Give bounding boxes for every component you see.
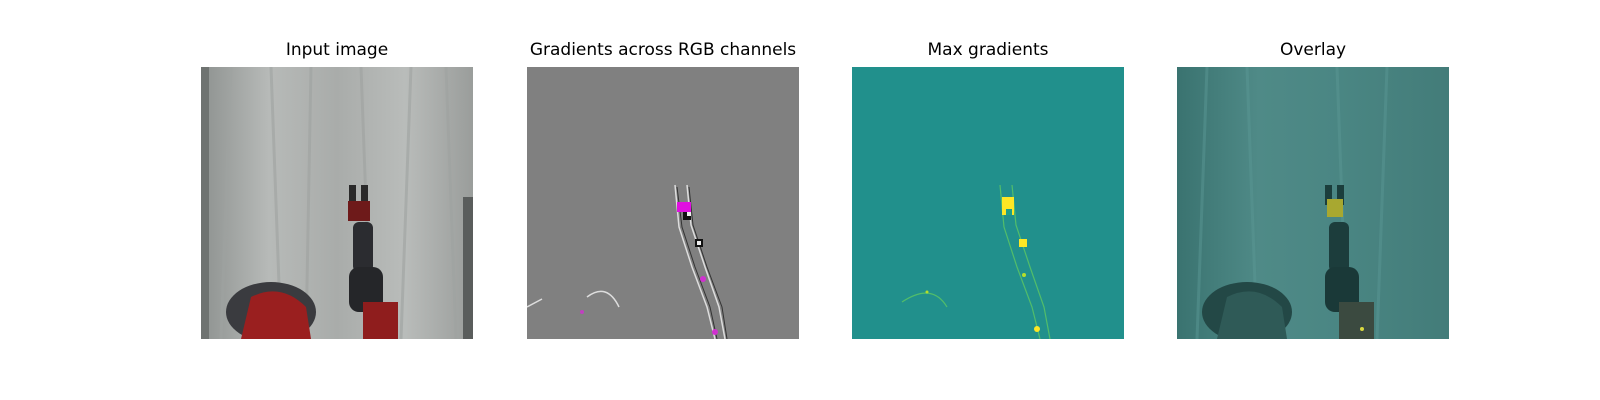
panel-title: Max gradients: [927, 40, 1049, 60]
max-gradients-image: [852, 67, 1124, 339]
panel-title: Gradients across RGB channels: [529, 40, 797, 60]
panel-title: Overlay: [1279, 40, 1347, 60]
overlay-image: [1177, 67, 1449, 339]
rgb-gradients-image: [527, 67, 799, 339]
input-image: [201, 67, 473, 339]
panel-title: Input image: [285, 40, 389, 60]
